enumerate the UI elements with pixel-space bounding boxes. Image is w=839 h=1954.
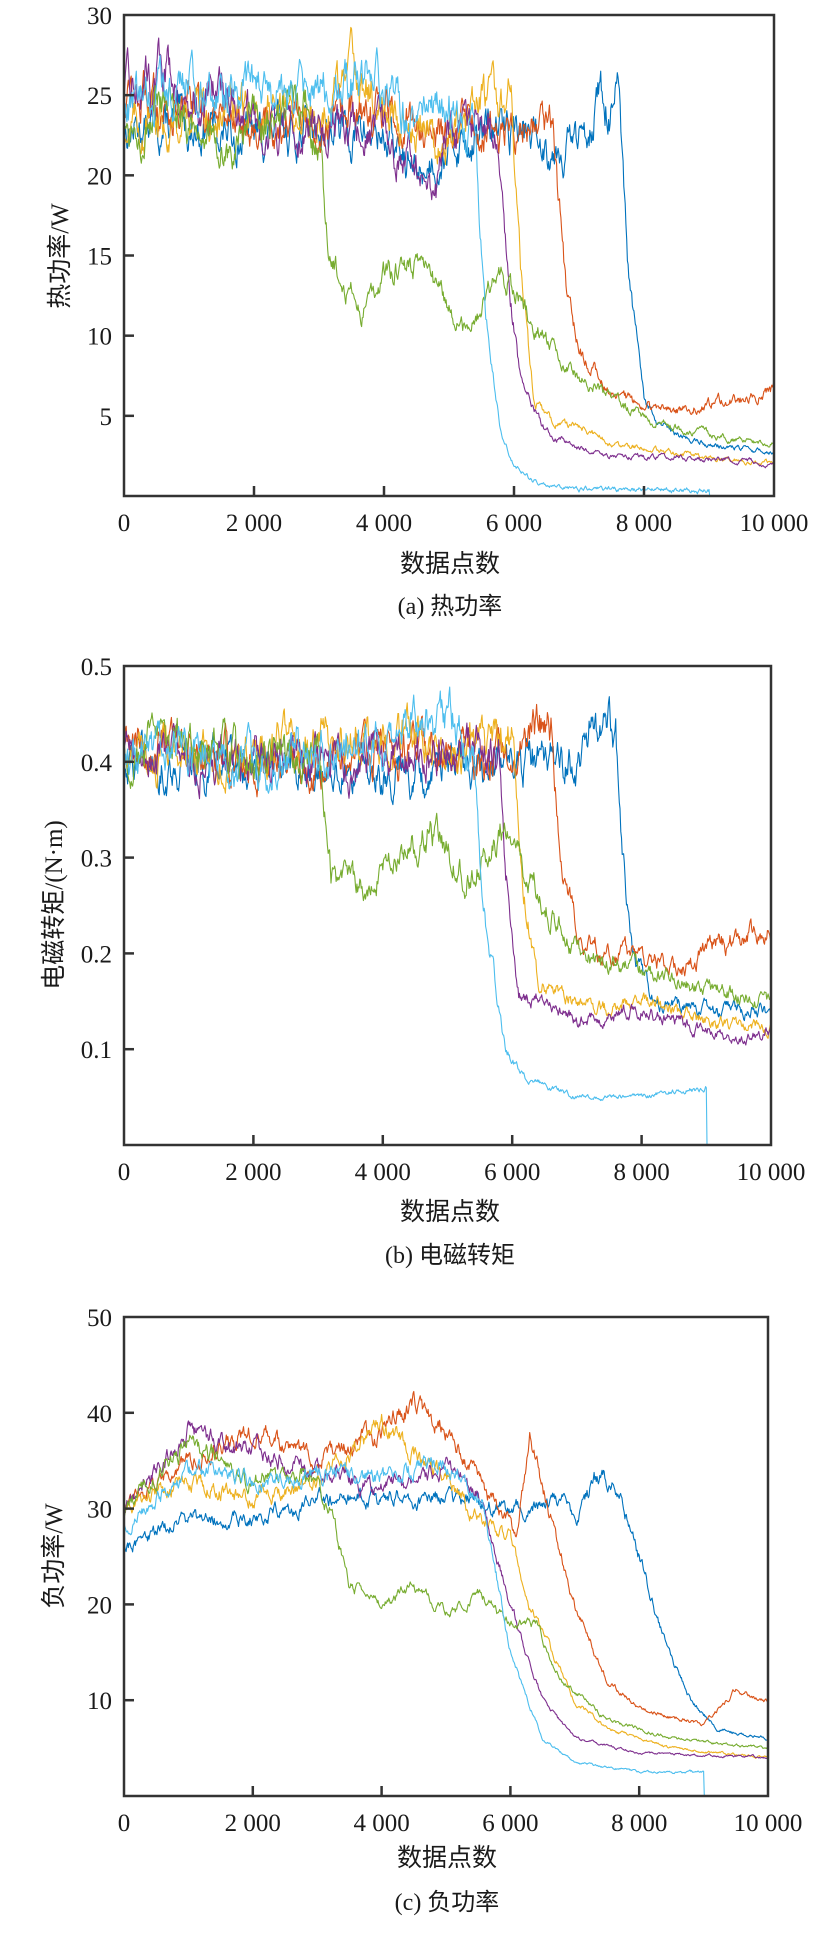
panel-a-axes: 0 2 000 4 000 6 000 8 000 10 000 5 10 15 20 25 30	[87, 3, 808, 537]
panel-c-series	[123, 1390, 769, 1797]
series-line-4	[123, 37, 775, 469]
panel-a-ylabel: 热功率/W	[46, 203, 74, 309]
y-tick-label: 30	[87, 1497, 112, 1524]
axes-frame	[122, 1315, 770, 1798]
panel-b-torque: 0 2 000 4 000 6 000 8 000 10 000 0.1 0.2 0.3 0.4 0…	[40, 654, 805, 1269]
x-tick-label: 6 000	[486, 510, 542, 537]
panel-c-caption: (c) 负功率	[395, 1889, 500, 1916]
series-line-6	[123, 1455, 768, 1797]
panel-b-series	[123, 686, 772, 1146]
series-line-5	[123, 81, 775, 448]
x-tick-label: 2 000	[226, 510, 282, 537]
x-tick-label: 0	[118, 1159, 131, 1186]
x-tick-label: 8 000	[613, 1159, 669, 1186]
x-tick-label: 2 000	[225, 1159, 281, 1186]
series-line-6	[123, 686, 771, 1146]
series-line-4	[123, 1420, 769, 1760]
x-tick-label: 8 000	[616, 510, 672, 537]
y-tick-label: 0.2	[81, 941, 112, 968]
y-tick-label: 10	[87, 1688, 112, 1715]
y-tick-label: 30	[87, 3, 112, 30]
x-tick-label: 10 000	[737, 1159, 806, 1186]
panel-a-heat-power: 0 2 000 4 000 6 000 8 000 10 000 5 10 15 20 25 30 热…	[46, 3, 808, 620]
series-line-5	[123, 712, 772, 1009]
series-line-3	[123, 1413, 769, 1759]
x-tick-label: 10 000	[740, 510, 809, 537]
panel-a-xlabel: 数据点数	[400, 550, 500, 578]
panel-c-xlabel: 数据点数	[397, 1844, 497, 1872]
series-line-1	[123, 1469, 769, 1741]
y-tick-label: 0.3	[81, 846, 112, 873]
x-tick-label: 2 000	[225, 1810, 281, 1837]
x-tick-label: 8 000	[611, 1810, 667, 1837]
x-tick-label: 4 000	[356, 510, 412, 537]
y-tick-label: 5	[100, 404, 113, 431]
y-tick-label: 50	[87, 1305, 112, 1332]
y-tick-label: 25	[87, 83, 112, 110]
series-line-2	[123, 1390, 769, 1727]
x-tick-label: 4 000	[353, 1810, 409, 1837]
y-tick-label: 15	[87, 244, 112, 271]
x-tick-label: 10 000	[734, 1810, 803, 1837]
panel-b-xlabel: 数据点数	[400, 1198, 500, 1226]
y-tick-label: 20	[87, 1592, 112, 1619]
panel-b-axes: 0 2 000 4 000 6 000 8 000 10 000 0.1 0.2 0.3 0.4 0…	[81, 654, 806, 1186]
panel-c-negative-power: 0 2 000 4 000 6 000 8 000 10 000 10 20 30 40 50 负功…	[40, 1305, 802, 1916]
y-tick-label: 20	[87, 163, 112, 190]
y-tick-label: 10	[87, 324, 112, 351]
axes-frame	[122, 664, 773, 1147]
series-line-4	[123, 722, 772, 1046]
panel-b-ylabel: 电磁转矩/(N·m)	[40, 820, 68, 989]
panel-c-ylabel: 负功率/W	[40, 1503, 68, 1609]
y-tick-label: 0.5	[81, 654, 112, 681]
series-line-3	[123, 26, 775, 466]
series-line-6	[123, 47, 774, 497]
series-line-5	[123, 1434, 769, 1750]
y-tick-label: 0.1	[81, 1037, 112, 1064]
x-tick-label: 0	[118, 1810, 131, 1837]
panel-c-axes: 0 2 000 4 000 6 000 8 000 10 000 10 20 30 40 50	[87, 1305, 802, 1837]
x-tick-label: 0	[118, 510, 131, 537]
y-tick-label: 0.4	[81, 750, 113, 777]
x-tick-label: 6 000	[484, 1159, 540, 1186]
panel-a-series	[123, 26, 775, 497]
y-tick-label: 40	[87, 1401, 112, 1428]
panel-b-caption: (b) 电磁转矩	[385, 1242, 515, 1269]
panel-a-caption: (a) 热功率	[398, 593, 503, 620]
x-tick-label: 4 000	[355, 1159, 411, 1186]
x-tick-label: 6 000	[482, 1810, 538, 1837]
